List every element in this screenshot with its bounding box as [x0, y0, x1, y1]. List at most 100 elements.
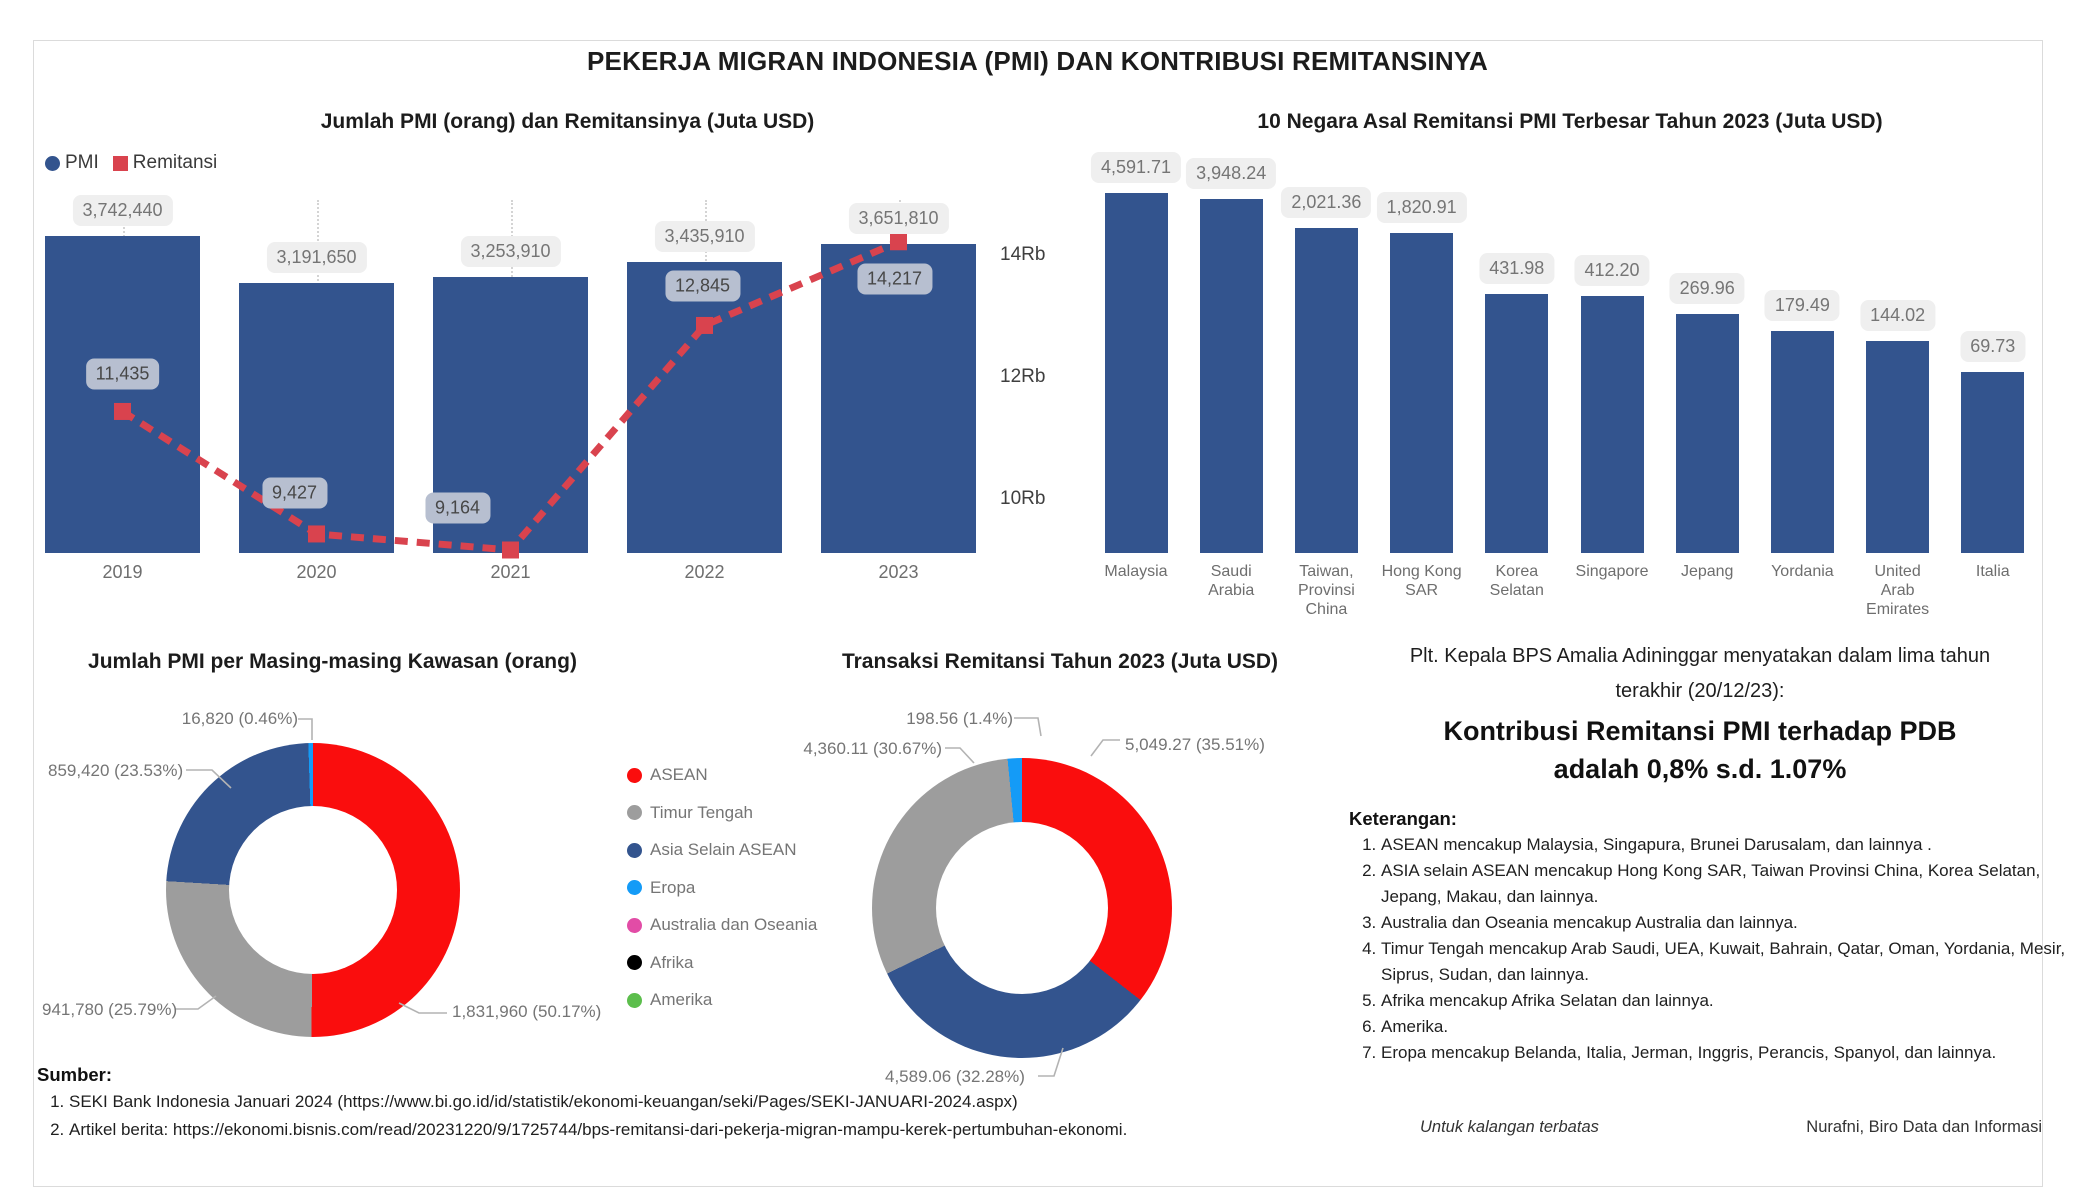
remittance-donut-chart: Transaksi Remitansi Tahun 2023 (Juta USD…	[770, 640, 1350, 1100]
country-bar-4[interactable]	[1485, 293, 1549, 553]
x-axis-label-2021: 2021	[490, 562, 531, 582]
country-bar-chart: 10 Negara Asal Remitansi PMI Terbesar Ta…	[1085, 100, 2055, 620]
keterangan-heading: Keterangan:	[1349, 808, 1457, 829]
footer-restricted-note: Untuk kalangan terbatas	[1420, 1118, 1599, 1136]
donut-label-eropa: 198.56 (1.4%)	[906, 709, 1013, 728]
donut-label-asean: 1,831,960 (50.17%)	[452, 1002, 602, 1021]
combo-legend: PMI Remitansi	[45, 152, 217, 174]
keterangan-item: Eropa mencakup Belanda, Italia, Jerman, …	[1381, 1040, 2075, 1066]
region-donut[interactable]	[166, 743, 460, 1037]
region-legend-label: Amerika	[650, 990, 713, 1009]
sumber-item: Artikel berita: https://ekonomi.bisnis.c…	[69, 1116, 1369, 1144]
country-axis-label-4: Korea Selatan	[1489, 563, 1544, 599]
statement-panel: Plt. Kepala BPS Amalia Adininggar menyat…	[1345, 640, 2065, 1080]
country-axis-label-1: Saudi Arabia	[1208, 563, 1255, 599]
country-value-chip: 69.73	[1960, 330, 2026, 362]
region-legend-item-asean[interactable]: ASEAN	[627, 765, 708, 785]
remitansi-square-marker-icon	[112, 155, 128, 171]
legend-color-dot-icon	[627, 880, 642, 895]
keterangan-item: Amerika.	[1381, 1014, 2075, 1040]
donut-label-eropa: 16,820 (0.46%)	[181, 709, 298, 728]
x-axis-label-2023: 2023	[878, 562, 919, 582]
legend-color-dot-icon	[627, 767, 642, 783]
donut-label-timur-tengah: 941,780 (25.79%)	[42, 1000, 178, 1019]
legend-color-dot-icon	[627, 992, 642, 1008]
country-axis-label-0: Malaysia	[1104, 563, 1168, 580]
country-value-chip: 269.96	[1669, 273, 1745, 304]
region-legend-item-amerika[interactable]: Amerika	[627, 990, 712, 1010]
combo-chart: Jumlah PMI (orang) dan Remitansinya (Jut…	[45, 100, 1090, 620]
pmi-bar-value-chip: 3,651,810	[848, 202, 949, 234]
pmi-bar-2020[interactable]	[239, 282, 394, 553]
country-bar-3[interactable]	[1390, 232, 1454, 553]
country-bar-7[interactable]	[1770, 331, 1834, 553]
country-bar-2[interactable]	[1294, 228, 1358, 553]
country-value-chip: 412.20	[1574, 254, 1650, 286]
combo-chart-title: Jumlah PMI (orang) dan Remitansinya (Jut…	[320, 110, 815, 133]
country-axis-label-7: Yordania	[1771, 563, 1834, 580]
country-value-chip: 431.98	[1479, 252, 1555, 284]
region-legend-item-timur-tengah[interactable]: Timur Tengah	[627, 803, 753, 823]
donut-label-asean: 5,049.27 (35.51%)	[1125, 735, 1265, 754]
region-legend-item-eropa[interactable]: Eropa	[627, 878, 695, 898]
region-legend-label: ASEAN	[650, 765, 708, 784]
country-value-chip: 144.02	[1860, 299, 1936, 331]
region-legend-label: Timur Tengah	[650, 802, 753, 822]
legend-color-dot-icon	[627, 842, 642, 858]
statement-intro-line1: Plt. Kepala BPS Amalia Adininggar menyat…	[1409, 645, 1991, 667]
x-axis-label-2022: 2022	[684, 562, 725, 582]
region-legend-item-australia-dan-oseania[interactable]: Australia dan Oseania	[627, 915, 817, 935]
region-legend-label: Eropa	[650, 877, 696, 897]
country-bar-1[interactable]	[1199, 199, 1263, 553]
country-plot-area: 4,591.71 Malaysia 3,948.24 Saudi Arabia 2,02…	[1085, 100, 2055, 620]
region-legend-item-afrika[interactable]: Afrika	[627, 953, 693, 973]
remitansi-value-chip: 9,427	[261, 477, 328, 509]
country-axis-label-8: United Arab Emirates	[1866, 563, 1930, 618]
country-bar-5[interactable]	[1580, 295, 1644, 553]
country-axis-label-3: Hong Kong SAR	[1381, 563, 1462, 599]
pmi-bar-value-chip: 3,435,910	[654, 220, 755, 252]
country-axis-label-5: Singapore	[1575, 563, 1649, 580]
remitansi-value-chip: 12,845	[664, 270, 741, 302]
combo-plot-area: 3,742,440 2019 3,191,650 2020 3,253,910 2021 3…	[45, 100, 1090, 620]
region-donut-title: Jumlah PMI per Masing-masing Kawasan (or…	[88, 650, 577, 673]
country-chart-title: 10 Negara Asal Remitansi PMI Terbesar Ta…	[1257, 110, 1883, 133]
keterangan-item: ASIA selain ASEAN mencakup Hong Kong SAR…	[1381, 858, 2075, 910]
country-value-chip: 4,591.71	[1090, 152, 1182, 184]
right-axis-tick: 10Rb	[1000, 488, 1046, 509]
right-axis-tick: 12Rb	[1000, 366, 1046, 387]
remittance-donut[interactable]	[872, 758, 1172, 1058]
pmi-bar-2019[interactable]	[45, 236, 200, 553]
pmi-bar-value-chip: 3,253,910	[460, 236, 561, 268]
country-axis-label-9: Italia	[1975, 563, 2010, 580]
keterangan-item: Afrika mencakup Afrika Selatan dan lainn…	[1381, 988, 2075, 1014]
region-legend-item-asia-selain-asean[interactable]: Asia Selain ASEAN	[627, 840, 796, 860]
country-axis-label-6: Jepang	[1680, 563, 1734, 580]
keterangan-list: ASEAN mencakup Malaysia, Singapura, Brun…	[1349, 832, 2075, 1066]
legend-item-remitansi[interactable]: Remitansi	[112, 152, 217, 174]
region-legend-label: Australia dan Oseania	[650, 915, 818, 934]
region-donut-chart: Jumlah PMI per Masing-masing Kawasan (or…	[40, 640, 625, 1070]
pmi-circle-marker-icon	[45, 155, 60, 171]
country-value-chip: 2,021.36	[1281, 187, 1372, 219]
keterangan-item: Timur Tengah mencakup Arab Saudi, UEA, K…	[1381, 936, 2075, 988]
x-axis-label-2019: 2019	[102, 562, 143, 582]
legend-item-pmi[interactable]: PMI	[45, 152, 99, 174]
remitansi-value-chip: 11,435	[85, 358, 160, 390]
sumber-heading: Sumber:	[37, 1064, 113, 1085]
country-bar-9[interactable]	[1961, 371, 2025, 553]
keterangan-item: ASEAN mencakup Malaysia, Singapura, Brun…	[1381, 832, 2075, 858]
sumber-item: SEKI Bank Indonesia Januari 2024 (https:…	[69, 1088, 1369, 1116]
pmi-bar-2022[interactable]	[627, 261, 782, 553]
region-legend-label: Afrika	[650, 952, 694, 972]
country-value-chip: 3,948.24	[1186, 158, 1277, 190]
sumber-list: SEKI Bank Indonesia Januari 2024 (https:…	[39, 1088, 1369, 1144]
donut-label-asia-selain-asean: 859,420 (23.53%)	[48, 761, 184, 780]
legend-color-dot-icon	[627, 917, 642, 933]
country-value-chip: 1,820.91	[1376, 191, 1467, 223]
country-bar-6[interactable]	[1675, 314, 1739, 553]
remitansi-value-chip: 14,217	[856, 263, 933, 295]
country-bar-0[interactable]	[1104, 193, 1168, 553]
legend-color-dot-icon	[627, 805, 642, 820]
country-bar-8[interactable]	[1866, 340, 1930, 553]
